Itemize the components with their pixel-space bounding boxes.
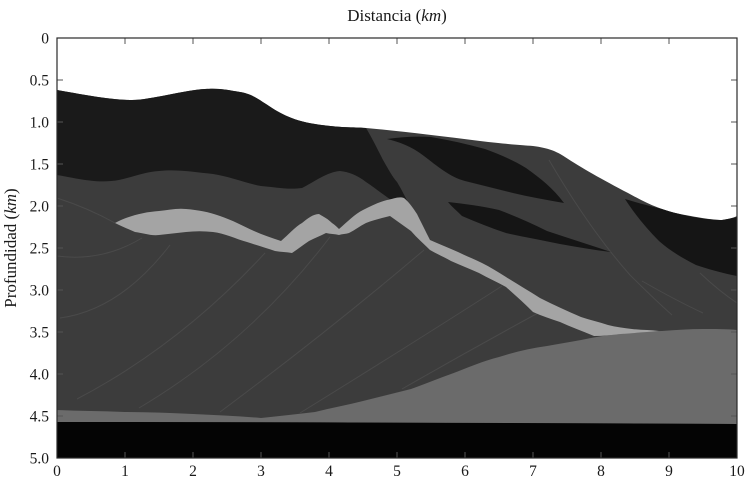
bedding-line <box>401 312 539 390</box>
x-tick-label: 2 <box>189 463 197 480</box>
bedding-line <box>76 252 266 400</box>
x-tick-label: 9 <box>665 463 673 480</box>
bedding-line <box>56 237 143 258</box>
x-tick-label: 6 <box>461 463 469 480</box>
y-tick-label: 2.5 <box>30 241 50 258</box>
x-tick-label: 10 <box>729 463 745 480</box>
y-tick-label: 1.0 <box>30 115 50 132</box>
bedding-line <box>699 272 738 304</box>
bedding-lines <box>56 159 738 414</box>
x-tick-label: 3 <box>257 463 265 480</box>
plot-frame <box>56 37 738 459</box>
chart-title: Distancia (km) <box>347 6 447 25</box>
y-tick-label: 3.5 <box>30 325 50 342</box>
y-axis-title-suffix: ) <box>1 188 20 194</box>
y-axis-title-unit: km <box>1 194 20 214</box>
bedding-line <box>56 197 116 224</box>
x-tick-label: 7 <box>529 463 537 480</box>
x-tick-label: 5 <box>393 463 401 480</box>
chart-title-prefix: Distancia ( <box>347 6 421 25</box>
bedding-line <box>219 249 425 413</box>
y-axis-title-prefix: Profundidad ( <box>1 213 20 307</box>
basal-gray-dome <box>57 329 737 424</box>
x-tick-label: 0 <box>53 463 61 480</box>
bedding-line <box>138 236 331 409</box>
y-tick-label: 4.0 <box>30 367 50 384</box>
y-tick-label: 2.0 <box>30 199 50 216</box>
dipping-black-wedge-lower <box>448 202 611 252</box>
bedding-line <box>641 280 704 314</box>
geology-layers <box>56 88 738 459</box>
y-axis-title: Profundidad (km) <box>1 188 20 307</box>
y-tick-label: 1.5 <box>30 157 50 174</box>
x-tick-label: 1 <box>121 463 129 480</box>
x-tick-label: 8 <box>597 463 605 480</box>
dipping-black-wedge-upper <box>387 136 564 203</box>
y-tick-label: 0.5 <box>30 73 50 90</box>
y-tick-label: 0 <box>41 31 49 48</box>
y-tick-label: 3.0 <box>30 283 50 300</box>
axis-ticks: 0 1 2 3 4 5 6 7 8 9 10 0 0.5 1.0 1.5 2.0 2.5 3.0 3.5 4.0 4.5… <box>30 31 745 481</box>
y-tick-label: 4.5 <box>30 409 50 426</box>
chart-title-suffix: ) <box>441 6 447 25</box>
light-gray-marker-bed <box>115 197 659 336</box>
chart-title-unit: km <box>421 6 441 25</box>
layer-upper-black <box>57 88 428 241</box>
bedding-line <box>299 285 503 414</box>
right-edge-black-band <box>625 199 737 276</box>
y-tick-label: 5.0 <box>30 451 50 468</box>
layer-basement <box>57 422 737 458</box>
bedding-line <box>59 244 171 319</box>
x-tick-label: 4 <box>325 463 333 480</box>
bedding-line <box>548 159 673 316</box>
